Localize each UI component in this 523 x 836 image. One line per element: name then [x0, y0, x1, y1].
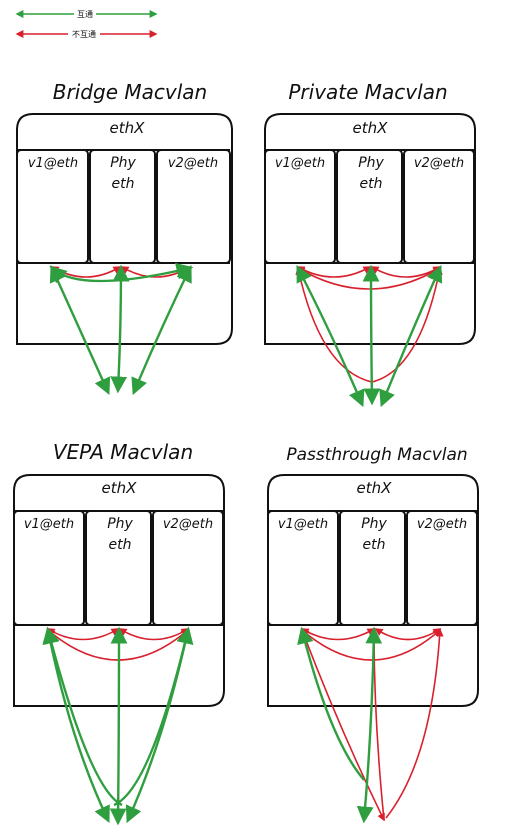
slot-phy-label: Phy — [358, 155, 384, 171]
host-box — [16, 113, 233, 345]
legend-label-bg — [74, 8, 96, 19]
panel-bridge: Bridge Macvlan ethX v1@eth Phy eth v2@et… — [16, 80, 233, 396]
legend: 互通 不互通 — [15, 8, 158, 39]
red-arrow-v1-v2 — [296, 267, 442, 290]
slot-v1-label: v1@eth — [275, 156, 325, 171]
interface-label: ethX — [353, 119, 389, 137]
slot-v1-label: v1@eth — [28, 156, 78, 171]
green-arrow-v1-hairpin — [43, 626, 123, 807]
green-arrow-v1-out — [296, 265, 365, 408]
slot-v2 — [152, 510, 224, 626]
slot-phy — [85, 510, 152, 626]
green-arrow-phy-out — [110, 264, 130, 394]
green-arrow-phy-out — [356, 626, 383, 824]
slot-v1 — [264, 149, 336, 264]
green-arrow-v2-out — [379, 264, 443, 408]
slot-phy-label: Phy — [107, 516, 133, 532]
host-box — [264, 113, 476, 345]
slot-eth-label: eth — [109, 537, 132, 553]
green-arrow-v1-out — [42, 626, 110, 824]
green-arrow-v2-out — [131, 264, 192, 396]
interface-label: ethX — [102, 479, 138, 497]
slot-v1-label: v1@eth — [24, 517, 74, 532]
slot-phy — [339, 510, 406, 626]
slot-v2-label: v2@eth — [414, 156, 464, 171]
red-arrow-v1-v2 — [300, 628, 442, 661]
panel-vepa: VEPA Macvlan ethX v1@eth Phy eth v2@eth — [13, 440, 225, 826]
host-box — [13, 474, 225, 707]
red-arrow-v2-out — [385, 628, 444, 819]
slot-v2 — [406, 510, 478, 626]
panel-passthrough: Passthrough Macvlan ethX v1@eth Phy eth … — [267, 445, 479, 824]
legend-label-bg — [68, 28, 100, 39]
green-arrow-phy-out — [109, 626, 128, 826]
green-arrow-phy-out — [362, 264, 381, 406]
green-arrow-v1-out — [297, 626, 365, 781]
red-arrow-phy-v2 — [370, 266, 442, 278]
green-arrow-v2-hairpin — [113, 626, 194, 807]
interface-label: ethX — [110, 119, 146, 137]
legend-label-connected: 互通 — [77, 9, 93, 19]
green-arrow-v1-out — [49, 264, 111, 396]
red-arrow-v2-down — [371, 266, 443, 383]
slot-eth-label: eth — [360, 176, 383, 192]
panel-title: Private Macvlan — [288, 80, 447, 104]
panel-title: Passthrough Macvlan — [286, 445, 467, 465]
slot-eth-label: eth — [112, 176, 135, 192]
legend-label-isolated: 不互通 — [72, 29, 96, 39]
legend-item-isolated: 不互通 — [15, 28, 158, 39]
slot-phy — [336, 149, 403, 264]
slot-v2 — [403, 149, 475, 264]
slot-v1-label: v1@eth — [278, 517, 328, 532]
slot-v1 — [13, 510, 85, 626]
slot-eth-label: eth — [363, 537, 386, 553]
legend-item-connected: 互通 — [15, 8, 158, 19]
slot-phy-label: Phy — [361, 516, 387, 532]
slot-phy-label: Phy — [110, 155, 136, 171]
slot-v2-label: v2@eth — [163, 517, 213, 532]
panel-title: Bridge Macvlan — [53, 80, 207, 104]
interface-label: ethX — [357, 479, 393, 497]
panel-title: VEPA Macvlan — [53, 440, 193, 464]
slot-v2-label: v2@eth — [417, 517, 467, 532]
red-arrow-v1-phy — [296, 266, 372, 278]
slot-v1 — [267, 510, 339, 626]
slot-v2-label: v2@eth — [168, 156, 218, 171]
panel-private: Private Macvlan ethX v1@eth Phy eth v2@e… — [264, 80, 476, 408]
slot-v2 — [156, 149, 231, 264]
red-arrow-v1-down — [295, 266, 373, 383]
host-box — [267, 474, 479, 707]
